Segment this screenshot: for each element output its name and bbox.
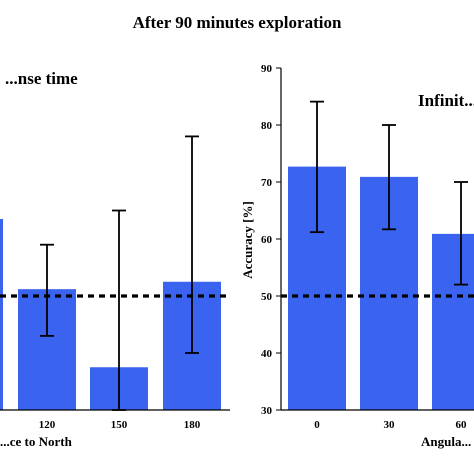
left-x-ticks: 120 150 180 (39, 419, 201, 431)
y-tick-label: 40 (261, 348, 273, 360)
y-tick-label: 80 (261, 120, 273, 132)
x-tick-label: 30 (384, 419, 396, 431)
x-tick-label: 180 (184, 419, 201, 431)
left-panel: ...nse time 120 150 180 ...ce to North (0, 69, 230, 449)
right-panel: Infinit... 30 40 50 60 70 80 90 0 30 60 Accuracy… (240, 63, 474, 449)
x-tick-label: 0 (314, 419, 320, 431)
left-bars (0, 135, 230, 411)
right-y-axis-label: Accuracy [%] (240, 201, 255, 279)
y-tick-label: 90 (261, 63, 273, 75)
right-bars (281, 100, 474, 410)
y-tick-label: 50 (261, 291, 273, 303)
right-y-ticks: 30 40 50 60 70 80 90 (261, 63, 281, 417)
right-panel-title: Infinit... (418, 91, 474, 110)
left-panel-title: ...nse time (5, 69, 78, 88)
x-tick-label: 120 (39, 419, 56, 431)
y-tick-label: 70 (261, 177, 273, 189)
y-tick-label: 30 (261, 405, 273, 417)
left-x-axis-label: ...ce to North (0, 434, 73, 449)
bar-... (0, 219, 3, 410)
x-tick-label: 150 (111, 419, 128, 431)
right-x-ticks: 0 30 60 (314, 419, 467, 431)
figure-title: After 90 minutes exploration (133, 13, 342, 32)
right-x-axis-label: Angula... (421, 434, 471, 449)
bar-60 (432, 233, 474, 410)
x-tick-label: 60 (456, 419, 468, 431)
y-tick-label: 60 (261, 234, 273, 246)
